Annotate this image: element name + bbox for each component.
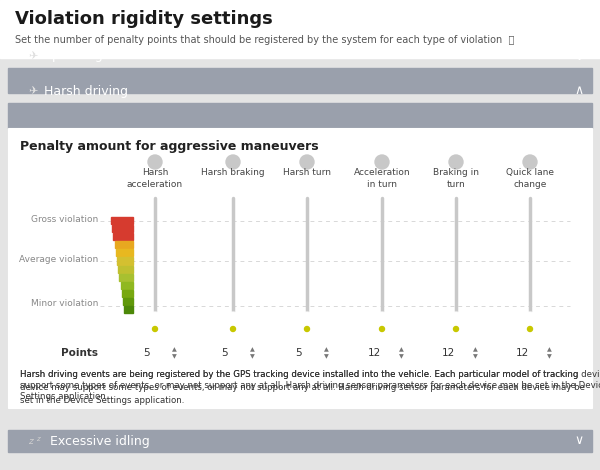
Text: Average violation: Average violation bbox=[19, 254, 98, 264]
Bar bbox=[364, 345, 394, 361]
Text: Harsh driving events are being registered by the GPS tracking device installed i: Harsh driving events are being registere… bbox=[20, 370, 600, 379]
Bar bbox=[111, 217, 133, 224]
Text: Penalty amount for aggressive maneuvers: Penalty amount for aggressive maneuvers bbox=[20, 140, 319, 153]
Circle shape bbox=[230, 327, 235, 331]
Text: ∨: ∨ bbox=[575, 49, 584, 63]
Bar bbox=[121, 282, 133, 289]
Text: support some types of events, or may not support any at all. Harsh driving senso: support some types of events, or may not… bbox=[20, 381, 600, 390]
Text: Violation rigidity settings: Violation rigidity settings bbox=[15, 10, 273, 28]
Bar bbox=[512, 345, 542, 361]
Bar bbox=[8, 430, 592, 452]
Text: 12: 12 bbox=[442, 348, 455, 358]
Text: Speeding: Speeding bbox=[44, 49, 103, 63]
Text: Acceleration
in turn: Acceleration in turn bbox=[353, 168, 410, 189]
Circle shape bbox=[380, 327, 385, 331]
Bar bbox=[113, 233, 133, 240]
Text: 5: 5 bbox=[296, 348, 302, 358]
Text: Harsh driving: Harsh driving bbox=[44, 85, 128, 97]
Text: ▼: ▼ bbox=[250, 354, 255, 359]
Bar bbox=[115, 241, 133, 248]
Text: z: z bbox=[36, 436, 40, 442]
Text: 5: 5 bbox=[143, 348, 151, 358]
Text: Harsh turn: Harsh turn bbox=[283, 168, 331, 177]
Bar bbox=[289, 345, 319, 361]
Text: Points: Points bbox=[61, 348, 98, 358]
Text: Excessive idling: Excessive idling bbox=[50, 434, 150, 447]
Text: 5: 5 bbox=[221, 348, 229, 358]
Text: Braking in
turn: Braking in turn bbox=[433, 168, 479, 189]
Text: ▲: ▲ bbox=[473, 347, 478, 352]
Text: Quick lane
change: Quick lane change bbox=[506, 168, 554, 189]
Bar bbox=[438, 345, 468, 361]
Bar bbox=[137, 345, 167, 361]
Bar bbox=[118, 266, 133, 273]
Bar bbox=[116, 249, 133, 257]
Text: ▲: ▲ bbox=[547, 347, 552, 352]
Text: Harsh
acceleration: Harsh acceleration bbox=[127, 168, 183, 189]
Bar bbox=[124, 306, 133, 313]
Circle shape bbox=[299, 312, 315, 328]
Text: ✈: ✈ bbox=[28, 51, 37, 61]
Text: ▲: ▲ bbox=[172, 347, 177, 352]
Text: Harsh driving events are being registered by the GPS tracking device installed i: Harsh driving events are being registere… bbox=[20, 370, 585, 406]
Bar bbox=[122, 290, 133, 297]
Bar bbox=[8, 68, 592, 93]
Text: Gross violation: Gross violation bbox=[31, 214, 98, 224]
Bar bbox=[8, 128, 592, 408]
Bar bbox=[215, 345, 245, 361]
Circle shape bbox=[448, 312, 464, 328]
Text: ▼: ▼ bbox=[324, 354, 329, 359]
Text: ▼: ▼ bbox=[473, 354, 478, 359]
Text: Minor violation: Minor violation bbox=[31, 299, 98, 308]
Circle shape bbox=[449, 155, 463, 169]
Circle shape bbox=[523, 155, 537, 169]
Bar bbox=[123, 298, 133, 305]
Text: 12: 12 bbox=[515, 348, 529, 358]
Text: ∨: ∨ bbox=[575, 434, 584, 447]
Bar bbox=[112, 225, 133, 232]
Circle shape bbox=[522, 312, 538, 328]
Bar bbox=[8, 103, 592, 128]
Text: ∧: ∧ bbox=[575, 85, 584, 97]
Bar bbox=[119, 274, 133, 281]
Text: ▼: ▼ bbox=[399, 354, 404, 359]
Circle shape bbox=[305, 327, 310, 331]
Circle shape bbox=[225, 312, 241, 328]
Circle shape bbox=[527, 327, 533, 331]
Circle shape bbox=[147, 312, 163, 328]
Text: ▼: ▼ bbox=[547, 354, 552, 359]
Bar bbox=[117, 258, 133, 265]
Circle shape bbox=[148, 155, 162, 169]
Text: Settings application.: Settings application. bbox=[20, 392, 109, 401]
Circle shape bbox=[300, 155, 314, 169]
Circle shape bbox=[152, 327, 157, 331]
Bar bbox=[0, 0, 600, 58]
Text: Harsh braking: Harsh braking bbox=[201, 168, 265, 177]
Text: 12: 12 bbox=[367, 348, 380, 358]
Text: ✈: ✈ bbox=[28, 86, 37, 96]
Circle shape bbox=[454, 327, 458, 331]
Text: z: z bbox=[28, 437, 33, 446]
Text: Set the number of penalty points that should be registered by the system for eac: Set the number of penalty points that sh… bbox=[15, 35, 514, 45]
Circle shape bbox=[374, 312, 390, 328]
Text: ▲: ▲ bbox=[399, 347, 404, 352]
Circle shape bbox=[375, 155, 389, 169]
Text: ▲: ▲ bbox=[250, 347, 255, 352]
Text: ▼: ▼ bbox=[172, 354, 177, 359]
Circle shape bbox=[226, 155, 240, 169]
Text: ▲: ▲ bbox=[324, 347, 329, 352]
